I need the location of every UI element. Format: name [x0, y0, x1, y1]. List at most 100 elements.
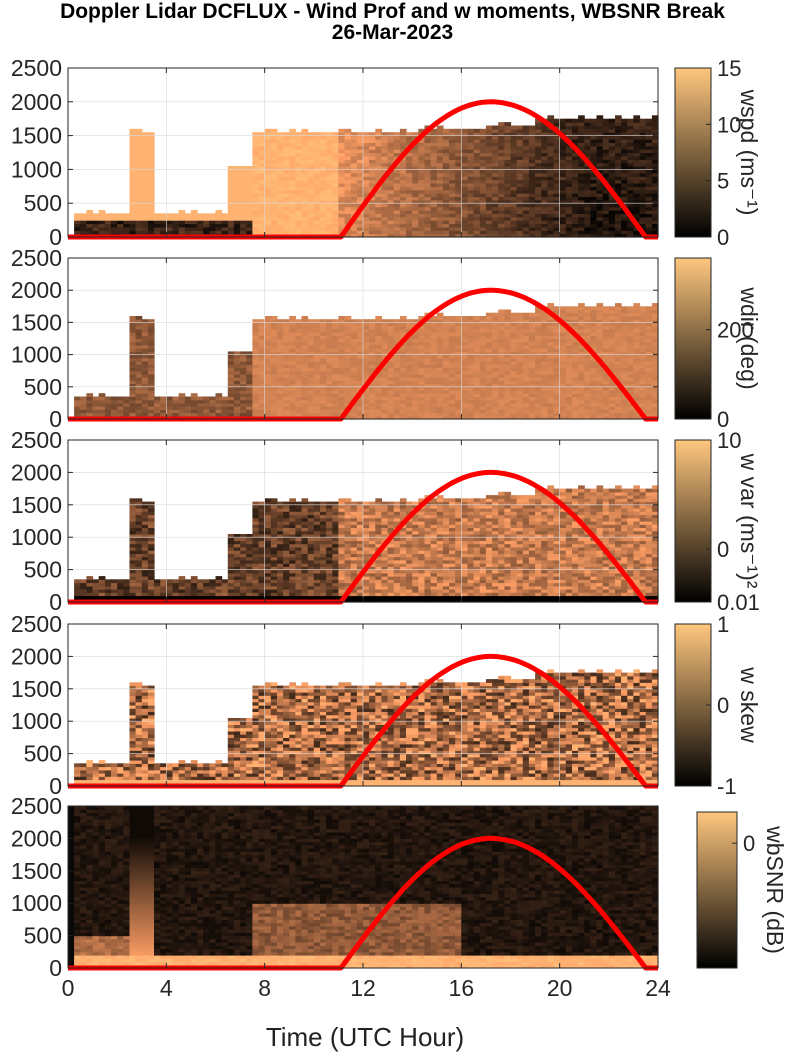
heatmap-cell [320, 142, 327, 147]
heatmap-cell [344, 383, 352, 388]
heatmap-cell [227, 367, 235, 372]
heatmap-cell [602, 142, 610, 147]
heatmap-cell [295, 152, 303, 157]
heatmap-cell [516, 367, 524, 372]
heatmap-cell [621, 196, 628, 201]
heatmap-cell [264, 139, 272, 143]
heatmap-cell [608, 325, 616, 330]
heatmap-cell [436, 203, 444, 208]
heatmap-cell [504, 169, 512, 174]
heatmap-cell [147, 412, 155, 417]
heatmap-cell [135, 132, 143, 137]
heatmap-cell [485, 213, 493, 218]
heatmap-cell [627, 344, 634, 349]
heatmap-cell [621, 139, 628, 143]
heatmap-cell [277, 373, 284, 378]
heatmap-cell [320, 409, 327, 414]
heatmap-cell [565, 335, 573, 340]
heatmap-cell [344, 354, 352, 359]
heatmap-cell [442, 367, 450, 372]
heatmap-cell [418, 230, 425, 235]
heatmap-cell [375, 361, 382, 365]
heatmap-cell [393, 354, 401, 359]
heatmap-cell [608, 152, 616, 157]
heatmap-cell [615, 377, 622, 381]
heatmap-cell [307, 319, 315, 323]
heatmap-cell [430, 189, 438, 194]
heatmap-cell [504, 182, 512, 187]
heatmap-cell [485, 412, 493, 417]
heatmap-cell [516, 357, 524, 362]
heatmap-cell [535, 351, 542, 356]
heatmap-cell [190, 210, 198, 214]
heatmap-cell [442, 370, 450, 375]
heatmap-cell [227, 393, 235, 397]
heatmap-cell [258, 220, 266, 225]
heatmap-cell [264, 354, 272, 359]
heatmap-cell [578, 306, 585, 311]
heatmap-cell [301, 396, 309, 401]
heatmap-cell [233, 199, 241, 204]
heatmap-cell [289, 344, 296, 349]
heatmap-cell [553, 142, 561, 147]
heatmap-cell [393, 325, 401, 330]
heatmap-cell [436, 325, 444, 330]
heatmap-cell [406, 396, 413, 401]
heatmap-cell [565, 373, 573, 378]
heatmap-cell [596, 322, 604, 327]
heatmap-cell [233, 216, 241, 221]
heatmap-cell [184, 230, 192, 235]
heatmap-cell [596, 351, 604, 356]
heatmap-cell [356, 325, 364, 330]
heatmap-cell [233, 399, 241, 404]
heatmap-cell [473, 351, 481, 356]
heatmap-cell [639, 210, 647, 214]
heatmap-cell [498, 132, 505, 137]
heatmap-cell [602, 357, 610, 362]
heatmap-cell [338, 335, 346, 340]
heatmap-cell [160, 399, 167, 404]
heatmap-cell [547, 203, 555, 208]
heatmap-cell [608, 383, 616, 388]
heatmap-cell [320, 145, 327, 150]
heatmap-cell [559, 383, 567, 388]
heatmap-cell [369, 354, 376, 359]
heatmap-cell [270, 364, 278, 369]
heatmap-cell [645, 122, 653, 127]
heatmap-cell [252, 370, 260, 375]
heatmap-cell [289, 203, 296, 208]
heatmap-cell [418, 386, 425, 391]
heatmap-cell [399, 230, 407, 235]
heatmap-cell [277, 149, 284, 154]
heatmap-cell [283, 132, 290, 137]
heatmap-cell [473, 341, 481, 346]
heatmap-cell [295, 399, 303, 404]
heatmap-cell [615, 135, 622, 140]
heatmap-cell [510, 152, 518, 157]
heatmap-cell [522, 328, 530, 333]
heatmap-cell [467, 189, 475, 194]
heatmap-cell [559, 361, 567, 365]
heatmap-cell [147, 139, 155, 143]
heatmap-cell [74, 230, 81, 235]
heatmap-cell [485, 210, 493, 214]
heatmap-cell [320, 322, 327, 327]
heatmap-cell [283, 172, 290, 177]
heatmap-cell [596, 335, 604, 340]
heatmap-cell [522, 361, 530, 365]
heatmap-cell [277, 406, 284, 410]
heatmap-cell [467, 393, 475, 397]
heatmap-cell [615, 390, 622, 394]
heatmap-cell [141, 322, 149, 327]
heatmap-cell [369, 325, 376, 330]
heatmap-cell [436, 193, 444, 198]
heatmap-cell [277, 155, 284, 160]
heatmap-cell [621, 145, 628, 150]
heatmap-cell [258, 409, 266, 414]
heatmap-cell [436, 220, 444, 225]
heatmap-cell [442, 210, 450, 214]
heatmap-cell [516, 341, 524, 346]
heatmap-cell [154, 412, 161, 417]
heatmap-cell [227, 390, 235, 394]
heatmap-cell [498, 406, 505, 410]
